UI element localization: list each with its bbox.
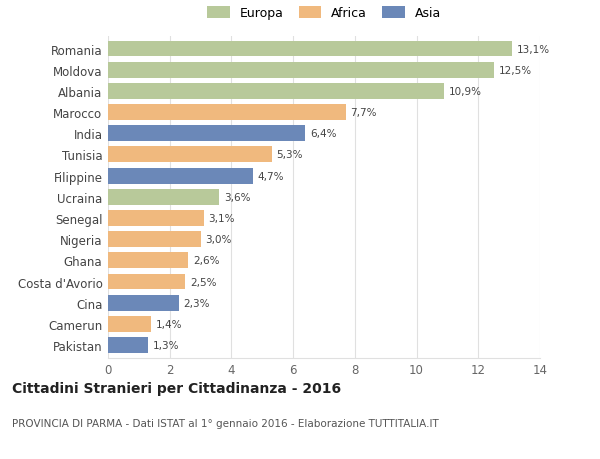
Bar — [108, 62, 494, 78]
Text: 3,6%: 3,6% — [224, 192, 250, 202]
Bar — [108, 337, 148, 353]
Text: 7,7%: 7,7% — [350, 108, 377, 118]
Text: 2,5%: 2,5% — [190, 277, 216, 287]
Text: 2,6%: 2,6% — [193, 256, 220, 266]
Text: 3,0%: 3,0% — [205, 235, 232, 245]
Bar — [108, 84, 445, 100]
Bar — [108, 168, 253, 184]
Bar — [108, 41, 512, 57]
Text: 3,1%: 3,1% — [208, 213, 235, 224]
Text: PROVINCIA DI PARMA - Dati ISTAT al 1° gennaio 2016 - Elaborazione TUTTITALIA.IT: PROVINCIA DI PARMA - Dati ISTAT al 1° ge… — [12, 418, 439, 428]
Text: 5,3%: 5,3% — [276, 150, 302, 160]
Text: 6,4%: 6,4% — [310, 129, 337, 139]
Bar — [108, 274, 185, 290]
Bar — [108, 147, 272, 163]
Bar — [108, 295, 179, 311]
Text: 13,1%: 13,1% — [517, 45, 550, 55]
Bar — [108, 190, 219, 205]
Bar — [108, 126, 305, 142]
Text: 4,7%: 4,7% — [257, 171, 284, 181]
Text: 1,3%: 1,3% — [153, 340, 179, 350]
Text: 1,4%: 1,4% — [156, 319, 182, 329]
Text: 12,5%: 12,5% — [499, 66, 532, 76]
Text: 10,9%: 10,9% — [449, 87, 482, 97]
Bar — [108, 316, 151, 332]
Text: 2,3%: 2,3% — [184, 298, 210, 308]
Bar — [108, 253, 188, 269]
Bar — [108, 232, 200, 247]
Bar — [108, 211, 203, 226]
Bar — [108, 105, 346, 121]
Legend: Europa, Africa, Asia: Europa, Africa, Asia — [203, 4, 445, 24]
Text: Cittadini Stranieri per Cittadinanza - 2016: Cittadini Stranieri per Cittadinanza - 2… — [12, 381, 341, 395]
